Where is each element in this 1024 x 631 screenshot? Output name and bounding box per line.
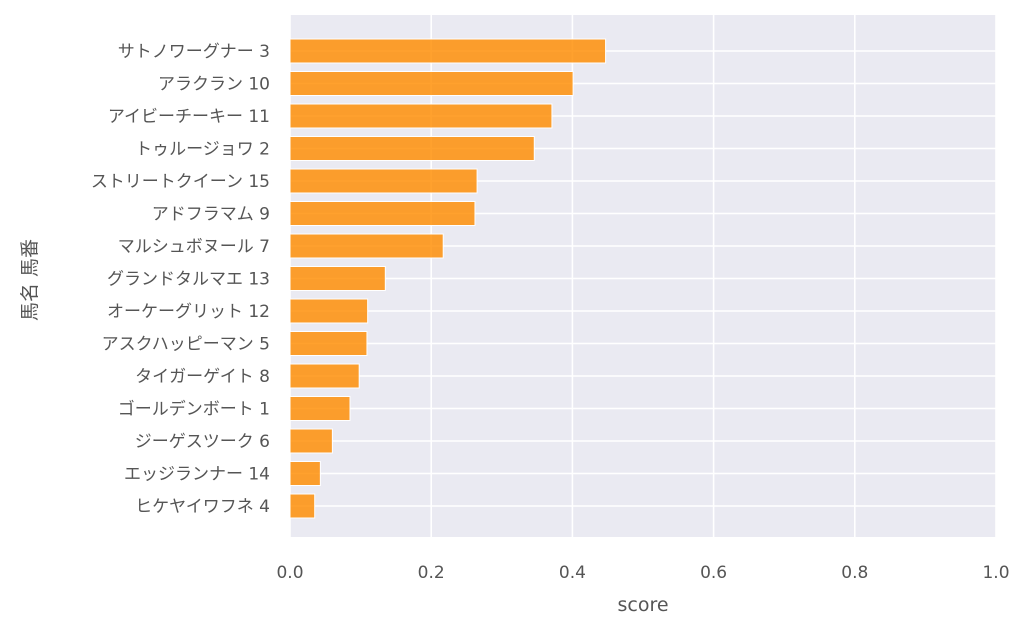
- bar: [289, 233, 444, 259]
- x-tick-label: 0.0: [276, 563, 303, 583]
- y-axis-label: 馬名 馬番: [19, 239, 41, 321]
- bar: [289, 396, 351, 421]
- bar: [289, 428, 333, 454]
- y-tick-label: エッジランナー 14: [124, 465, 270, 485]
- bar: [289, 298, 369, 324]
- x-tick-label: 0.2: [418, 563, 445, 583]
- y-tick-label: アラクラン 10: [158, 75, 270, 95]
- bar: [289, 136, 535, 161]
- bar: [289, 363, 360, 389]
- x-tick-label: 0.4: [559, 563, 586, 583]
- y-tick-labels: サトノワーグナー 3 アラクラン 10 アイビーチーキー 11 トゥルージョワ 2 スト…: [91, 42, 270, 517]
- x-tick-label: 1.0: [982, 563, 1009, 583]
- bar: [289, 201, 476, 226]
- bar: [289, 493, 316, 519]
- y-tick-label: ストリートクイーン 15: [91, 172, 270, 192]
- bar: [289, 266, 386, 291]
- y-tick-label: アスクハッピーマン 5: [102, 335, 270, 355]
- bar: [289, 38, 607, 64]
- bar: [289, 331, 368, 356]
- y-tick-label: タイガーゲイト 8: [135, 367, 270, 387]
- bar: [289, 461, 321, 486]
- x-tick-label: 0.6: [700, 563, 727, 583]
- y-tick-label: グランドタルマエ 13: [107, 270, 270, 290]
- x-tick-labels: 0.0 0.2 0.4 0.6 0.8 1.0: [276, 563, 1009, 583]
- y-tick-label: マルシュボヌール 7: [118, 237, 270, 257]
- y-tick-label: ヒケヤイワフネ 4: [135, 497, 270, 517]
- x-axis-label: score: [617, 594, 668, 616]
- bar: [289, 103, 553, 129]
- y-tick-label: アドフラマム 9: [152, 205, 270, 225]
- bar: [289, 168, 478, 194]
- x-tick-label: 0.8: [841, 563, 868, 583]
- y-tick-label: オーケーグリット 12: [107, 302, 270, 322]
- y-tick-label: サトノワーグナー 3: [118, 42, 270, 62]
- y-tick-label: ゴールデンボート 1: [118, 399, 270, 420]
- y-tick-label: アイビーチーキー 11: [108, 107, 270, 127]
- y-tick-label: ジーゲスツーク 6: [135, 432, 270, 452]
- plot-background: [290, 15, 996, 537]
- bars: [289, 38, 607, 519]
- bar: [289, 71, 574, 96]
- y-tick-label: トゥルージョワ 2: [135, 140, 270, 160]
